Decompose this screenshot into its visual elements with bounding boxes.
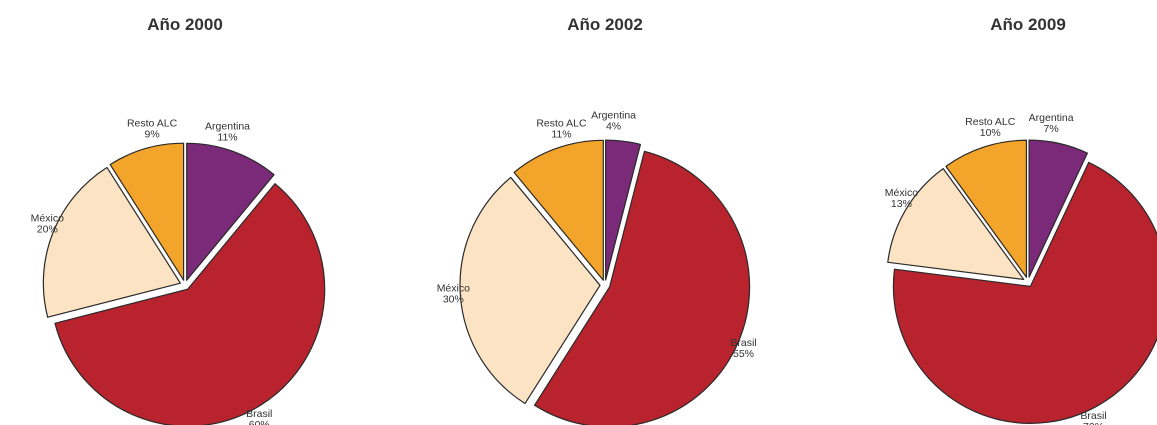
slice-label-value: 70%: [1083, 421, 1104, 425]
slice-label-value: 11%: [217, 132, 237, 144]
slice-label-mexico: México 20%: [31, 213, 64, 236]
slice-label-name: México: [437, 282, 470, 294]
slice-label-name: Resto ALC: [127, 117, 178, 129]
slice-label-value: 11%: [551, 129, 571, 141]
slice-label-value: 9%: [144, 128, 159, 140]
slice-label-value: 30%: [443, 293, 464, 305]
slice-label-resto-alc: Resto ALC 11%: [536, 118, 587, 141]
slice-label-name: Resto ALC: [965, 116, 1016, 128]
slice-label-value: 20%: [37, 224, 58, 236]
slice-label-name: Argentina: [1029, 112, 1074, 124]
slice-label-argentina: Argentina 11%: [205, 121, 250, 144]
pie-slice-resto-alc: [945, 139, 1028, 278]
slice-label-resto-alc: Resto ALC 10%: [965, 116, 1016, 139]
pie-slice-resto-alc: [109, 142, 185, 281]
pie-chart-ano-2002: Año 2002 Argentina 4% Brasil 55% México 30% Res…: [437, 15, 757, 425]
slice-label-name: Argentina: [205, 121, 250, 133]
slice-label-value: 55%: [733, 348, 754, 360]
pie-slice-argentina: [605, 139, 642, 281]
slice-label-mexico: México 13%: [885, 187, 918, 210]
slice-label-name: México: [885, 187, 918, 199]
slice-label-name: Brasil: [1080, 410, 1106, 422]
slice-label-name: Argentina: [591, 109, 636, 121]
chart-title: Año 2000: [147, 15, 223, 34]
slice-label-value: 13%: [891, 198, 912, 210]
pie-slice-mexico: [459, 176, 601, 405]
pie-chart-ano-2000: Año 2000 Argentina 11% Brasil 60% México 20% Re…: [31, 15, 326, 425]
slice-label-name: Brasil: [246, 408, 272, 420]
slice-label-name: Resto ALC: [536, 118, 587, 130]
pie-slice-argentina: [186, 142, 275, 281]
slice-label-value: 10%: [980, 127, 1001, 139]
chart-title: Año 2002: [567, 15, 643, 34]
pie-slice-resto-alc: [513, 139, 604, 281]
slice-label-value: 4%: [606, 120, 621, 132]
slice-label-brasil: Brasil 60%: [246, 408, 272, 425]
pie-slice-brasil: [533, 150, 751, 425]
pie-slice-mexico: [887, 168, 1025, 281]
slice-label-value: 60%: [249, 419, 270, 425]
pie-slice-argentina: [1028, 139, 1089, 278]
slice-label-mexico: México 30%: [437, 282, 470, 305]
pie-slice-mexico: [42, 166, 181, 318]
chart-title: Año 2009: [990, 15, 1066, 34]
slice-label-argentina: Argentina 7%: [1029, 112, 1074, 135]
slice-label-brasil: Brasil70%: [1080, 410, 1106, 425]
slice-label-value: 7%: [1044, 123, 1059, 135]
slice-label-resto-alc: Resto ALC 9%: [127, 117, 178, 140]
slice-label-name: México: [31, 213, 64, 225]
slice-label-brasil: Brasil 55%: [730, 337, 756, 360]
slice-label-argentina: Argentina 4%: [591, 109, 636, 132]
slice-label-name: Brasil: [730, 337, 756, 349]
pie-slice-brasil: [54, 183, 326, 425]
pie-slice-brasil: [892, 161, 1157, 424]
